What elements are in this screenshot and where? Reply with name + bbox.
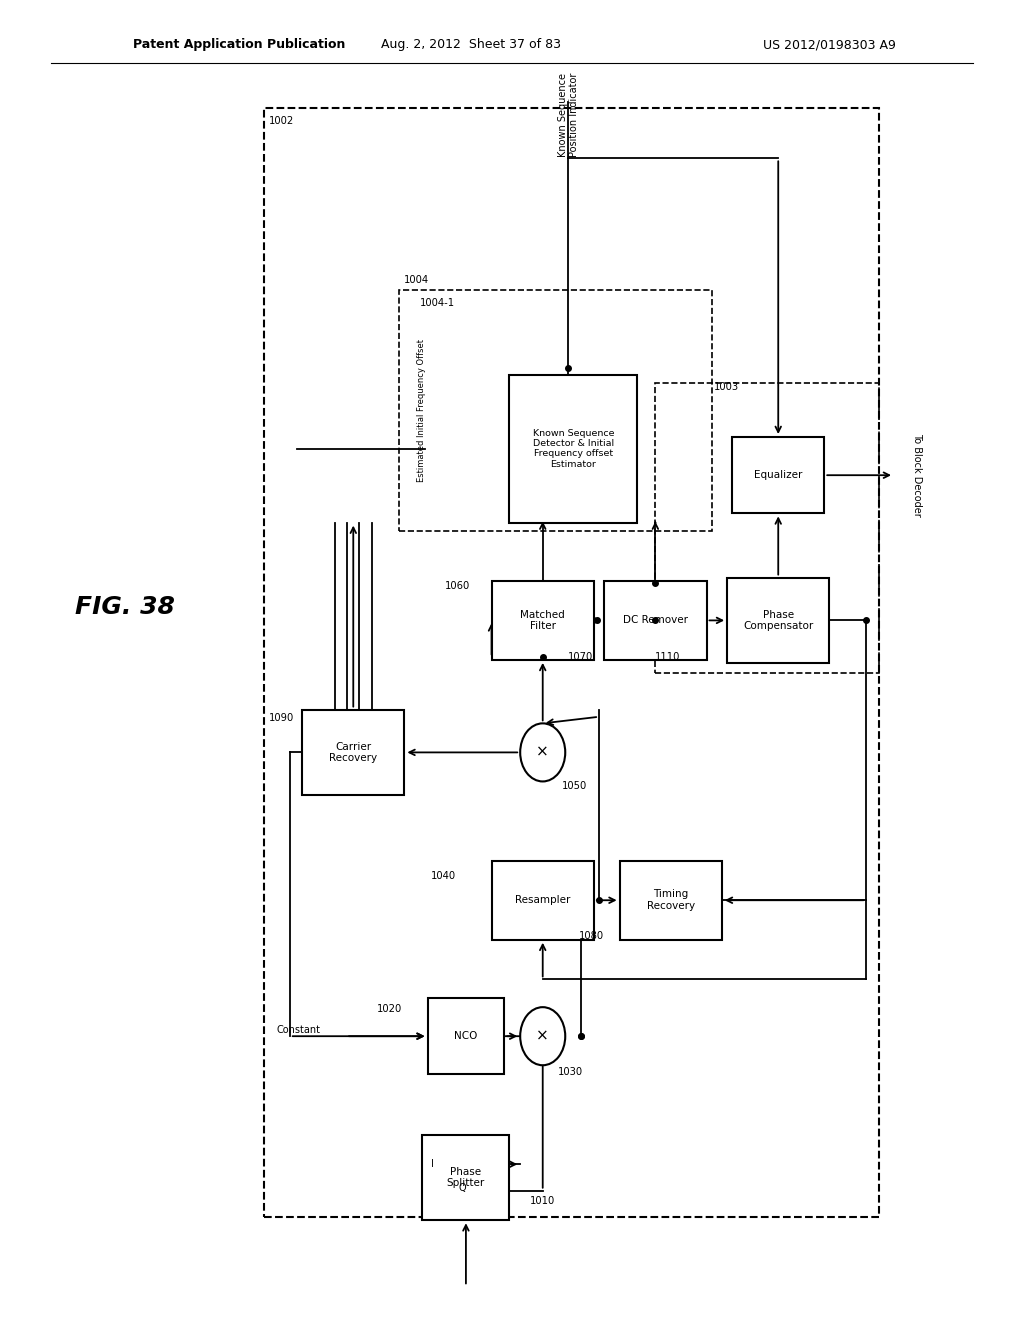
Text: Carrier
Recovery: Carrier Recovery bbox=[330, 742, 377, 763]
FancyBboxPatch shape bbox=[510, 375, 637, 523]
FancyBboxPatch shape bbox=[423, 1134, 510, 1220]
Text: Timing
Recovery: Timing Recovery bbox=[647, 890, 694, 911]
Text: 1004-1: 1004-1 bbox=[420, 297, 455, 308]
Text: Resampler: Resampler bbox=[515, 895, 570, 906]
Text: 1060: 1060 bbox=[444, 581, 470, 591]
Text: 1030: 1030 bbox=[558, 1067, 584, 1077]
Text: NCO: NCO bbox=[455, 1031, 477, 1041]
Text: 1002: 1002 bbox=[269, 116, 295, 127]
Text: I: I bbox=[431, 1159, 433, 1170]
Text: FIG. 38: FIG. 38 bbox=[75, 595, 175, 619]
Circle shape bbox=[520, 723, 565, 781]
Text: Equalizer: Equalizer bbox=[754, 470, 803, 480]
Text: Known Sequence
Detector & Initial
Frequency offset
Estimator: Known Sequence Detector & Initial Freque… bbox=[532, 429, 614, 469]
Text: Q: Q bbox=[459, 1183, 466, 1193]
Text: To Block Decoder: To Block Decoder bbox=[912, 433, 923, 517]
Text: Phase
Compensator: Phase Compensator bbox=[743, 610, 813, 631]
Text: Phase
Splitter: Phase Splitter bbox=[446, 1167, 485, 1188]
FancyBboxPatch shape bbox=[727, 578, 829, 663]
Text: Known Sequence
Position Indicator: Known Sequence Position Indicator bbox=[557, 73, 580, 157]
Text: 1050: 1050 bbox=[562, 781, 588, 792]
Text: 1070: 1070 bbox=[568, 652, 594, 663]
FancyBboxPatch shape bbox=[302, 710, 404, 795]
Text: US 2012/0198303 A9: US 2012/0198303 A9 bbox=[763, 38, 896, 51]
Text: DC Remover: DC Remover bbox=[623, 615, 688, 626]
Text: 1080: 1080 bbox=[579, 931, 604, 941]
Text: Patent Application Publication: Patent Application Publication bbox=[133, 38, 345, 51]
Text: 1040: 1040 bbox=[430, 871, 456, 882]
Text: 1004: 1004 bbox=[403, 275, 429, 285]
Text: 1010: 1010 bbox=[529, 1196, 555, 1206]
FancyBboxPatch shape bbox=[732, 437, 824, 513]
Text: Aug. 2, 2012  Sheet 37 of 83: Aug. 2, 2012 Sheet 37 of 83 bbox=[381, 38, 561, 51]
Text: Matched
Filter: Matched Filter bbox=[520, 610, 565, 631]
Text: ×: × bbox=[537, 1028, 549, 1044]
Circle shape bbox=[520, 1007, 565, 1065]
FancyBboxPatch shape bbox=[492, 581, 594, 660]
FancyBboxPatch shape bbox=[492, 861, 594, 940]
Text: 1110: 1110 bbox=[655, 652, 681, 663]
FancyBboxPatch shape bbox=[620, 861, 722, 940]
FancyBboxPatch shape bbox=[428, 998, 505, 1074]
Text: 1020: 1020 bbox=[377, 1003, 402, 1014]
Text: Estimated Initial Frequency Offset: Estimated Initial Frequency Offset bbox=[418, 339, 426, 482]
Text: 1003: 1003 bbox=[714, 381, 739, 392]
Text: Constant: Constant bbox=[276, 1024, 321, 1035]
Text: ×: × bbox=[537, 744, 549, 760]
FancyBboxPatch shape bbox=[604, 581, 707, 660]
Text: 1090: 1090 bbox=[269, 713, 295, 723]
